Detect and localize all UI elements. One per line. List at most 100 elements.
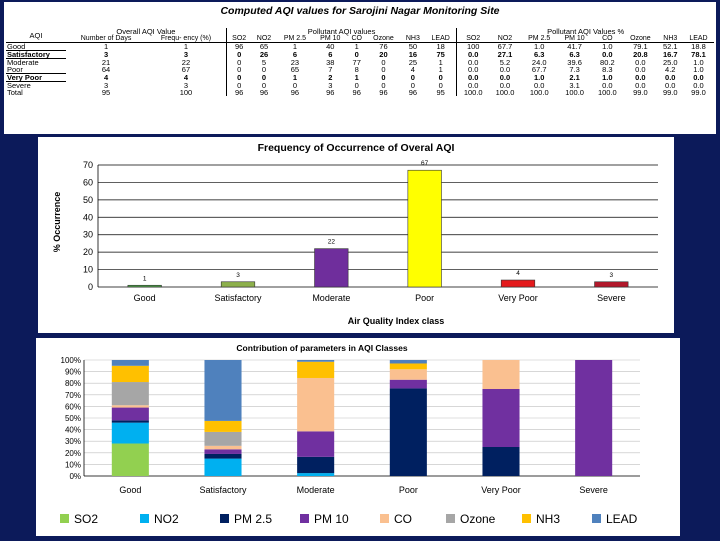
chart2-segment-co: [297, 377, 335, 432]
chart2-legend-swatch: [522, 514, 531, 523]
chart1-bar: [127, 284, 162, 288]
chart2-xtick: Moderate: [297, 485, 335, 495]
table-cell: 3.1: [569, 80, 580, 90]
table-cell: 4.2: [665, 65, 676, 75]
chart2-segment-co: [111, 405, 149, 408]
chart2-xtick: Severe: [579, 485, 608, 495]
table-cell: 25: [408, 57, 418, 67]
table-cell: 0: [410, 73, 415, 82]
chart1-xtick: Severe: [597, 293, 626, 303]
chart1-bar: [500, 279, 536, 288]
table-cell: 7.3: [569, 65, 580, 75]
chart1-ylabel: % Occurrence: [52, 192, 62, 253]
chart1-data-label: 1: [143, 275, 147, 282]
chart2-segment-nh3: [297, 361, 335, 378]
table-header-row-1: AQI Overall AQI Value Pollutant AQI valu…: [6, 28, 714, 39]
chart2-legend-swatch: [300, 514, 309, 523]
chart2-segment-nh3: [204, 420, 242, 432]
table-cell: 0: [438, 80, 443, 90]
chart1-ytick: 50: [83, 195, 93, 205]
chart2-xtick: Poor: [399, 485, 418, 495]
chart1-ytick: 0: [88, 282, 93, 292]
chart2-legend-label: PM 10: [314, 512, 349, 526]
table-cell: 100: [456, 42, 490, 51]
table-cell: 96: [408, 88, 418, 97]
table-cell: 27.1: [497, 50, 513, 59]
chart2-segment-pm-2.5: [297, 456, 335, 474]
chart1-title: Frequency of Occurrence of Overal AQI: [258, 142, 455, 154]
chart2-ytick: 40%: [65, 426, 81, 435]
table-cell: 6.3: [569, 50, 580, 59]
subheader-16: NH3: [663, 35, 678, 42]
table-cell: 67.7: [489, 42, 521, 51]
table-cell: 0.0: [693, 80, 704, 90]
chart2-segment-pm-2.5: [204, 453, 242, 459]
chart2-ytick: 30%: [65, 437, 81, 446]
table-cell: 1: [146, 42, 227, 51]
chart2-legend-label: NH3: [536, 512, 560, 526]
table-cell: 4: [103, 73, 109, 82]
table-cell: 64: [101, 65, 111, 75]
table-cell: 100.0: [597, 88, 617, 97]
chart2-ytick: 10%: [65, 460, 81, 469]
table-cell: 16: [408, 50, 418, 59]
chart1-xlabel: Air Quality Index class: [348, 316, 445, 326]
chart2-ytick: 0%: [69, 472, 81, 481]
table-cell: 67.7: [531, 65, 547, 75]
subheader-8: NH3: [405, 35, 420, 42]
table-cell: 96: [225, 89, 252, 96]
chart1-data-label: 22: [328, 239, 336, 246]
table-cell: 99.0: [691, 88, 706, 97]
chart1-xtick: Moderate: [312, 293, 350, 303]
table-cell: 52.1: [657, 42, 683, 51]
table-cell: 76: [366, 42, 401, 51]
chart2-legend-label: CO: [394, 512, 412, 526]
table-cell: 0.0: [635, 65, 646, 75]
chart1-ytick: 30: [83, 230, 93, 240]
table-cell: 65: [251, 42, 277, 51]
chart2-xtick: Good: [119, 485, 141, 495]
row-class: Very Poor: [6, 73, 66, 82]
table-cell: 96: [352, 88, 361, 97]
table-cell: 0.0: [602, 50, 613, 59]
chart2-ytick: 60%: [65, 402, 81, 411]
header-pollutant: Pollutant AQI values: [225, 28, 457, 35]
table-cell: 96: [290, 88, 300, 97]
chart1-xtick: Satisfactory: [214, 293, 262, 303]
table-row: Satisfactory 3 3 0 26 6 6 0 20 16 75 0.0 27.1 6.3 6.3 0…: [6, 50, 714, 59]
table-cell: 21: [101, 57, 111, 67]
table-row: Total 95 100 96 96 96 96 96 96 96 95 100.0 100.0 100.…: [6, 88, 714, 97]
table-cell: 0: [261, 80, 267, 90]
table-cell: 1.0: [591, 42, 624, 51]
chart2-segment-pm-10: [111, 407, 149, 421]
table-cell: 95: [101, 88, 111, 97]
subheader-13: PM 10: [564, 35, 585, 42]
table-cell: 100: [179, 88, 193, 97]
chart2-legend-label: LEAD: [606, 512, 638, 526]
table-cell: 38: [326, 57, 335, 67]
chart2-segment-pm-10: [204, 449, 242, 454]
chart1-data-label: 67: [421, 160, 429, 167]
table-cell: 1.0: [693, 57, 704, 67]
chart1-bar: [594, 281, 629, 288]
subheader-4: PM 2.5: [283, 35, 307, 42]
chart2-segment-pm-2.5: [389, 388, 427, 476]
subheader-17: LEAD: [689, 35, 708, 42]
table-cell: 0.0: [665, 73, 676, 82]
table-cell: 0: [225, 66, 252, 74]
subheader-1: Frequ- ency (%): [160, 35, 212, 42]
table-cell: 100.0: [456, 89, 490, 96]
table-cell: 39.6: [567, 57, 582, 67]
table-cell: 16.7: [662, 50, 678, 59]
table-cell: 0.0: [456, 73, 490, 82]
row-class: Good: [6, 42, 66, 51]
table-cell: 100.0: [529, 88, 549, 97]
table-cell: 0.0: [665, 80, 676, 90]
chart1-xtick: Poor: [415, 293, 434, 303]
table-cell: 22: [181, 57, 191, 67]
table-cell: 3: [103, 50, 109, 59]
chart2-ytick: 70%: [65, 391, 81, 400]
chart2-ytick: 80%: [65, 379, 81, 388]
table-cell: 96: [259, 88, 269, 97]
frequency-bar-chart: Frequency of Occurrence of Overal AQI % …: [52, 142, 658, 326]
